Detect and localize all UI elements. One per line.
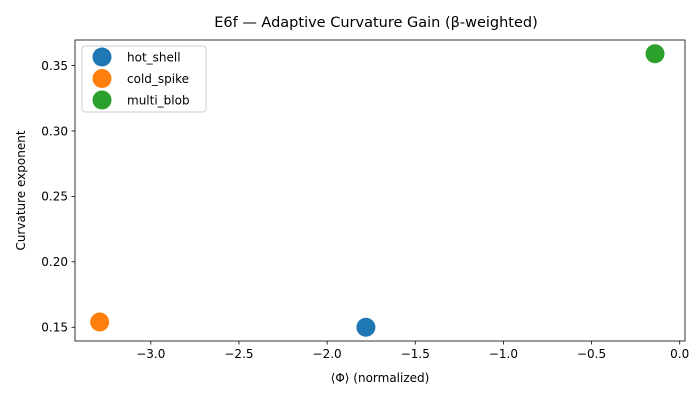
x-tick-label: −1.5 [401, 347, 430, 361]
y-axis-label: Curvature exponent [14, 130, 28, 250]
data-point-hot-shell [356, 317, 376, 337]
legend: hot_shell cold_spike multi_blob [81, 45, 207, 113]
chart-title: E6f — Adaptive Curvature Gain (β-weighte… [214, 15, 538, 31]
legend-marker-cold-spike [92, 69, 112, 88]
legend-label-multi-blob: multi_blob [127, 93, 190, 107]
data-point-cold-spike [90, 312, 110, 332]
y-tick-label: 0.15 [41, 321, 68, 335]
legend-label-hot-shell: hot_shell [127, 50, 181, 64]
plot-area [90, 44, 665, 337]
plot-frame [74, 39, 686, 342]
data-point-multi-blob [645, 44, 665, 64]
x-axis-label: ⟨Φ⟩ (normalized) [331, 371, 430, 385]
legend-marker-multi-blob [92, 90, 112, 110]
x-tick-label: −0.5 [577, 347, 606, 361]
legend-marker-hot-shell [92, 47, 112, 67]
x-axis-ticks: −3.0 −2.5 −2.0 −1.5 −1.0 −0.5 0.0 [136, 341, 689, 361]
legend-label-cold-spike: cold_spike [127, 72, 189, 86]
x-tick-label: −2.5 [224, 347, 253, 361]
x-tick-label: −1.0 [489, 347, 518, 361]
y-tick-label: 0.35 [41, 59, 68, 73]
y-tick-label: 0.30 [41, 124, 68, 138]
x-tick-label: −3.0 [136, 347, 165, 361]
x-tick-label: 0.0 [670, 347, 689, 361]
y-tick-label: 0.25 [41, 190, 68, 204]
y-axis-ticks: 0.15 0.20 0.25 0.30 0.35 [41, 59, 75, 335]
legend-box [81, 45, 207, 113]
x-tick-label: −2.0 [313, 347, 342, 361]
y-tick-label: 0.20 [41, 255, 68, 269]
